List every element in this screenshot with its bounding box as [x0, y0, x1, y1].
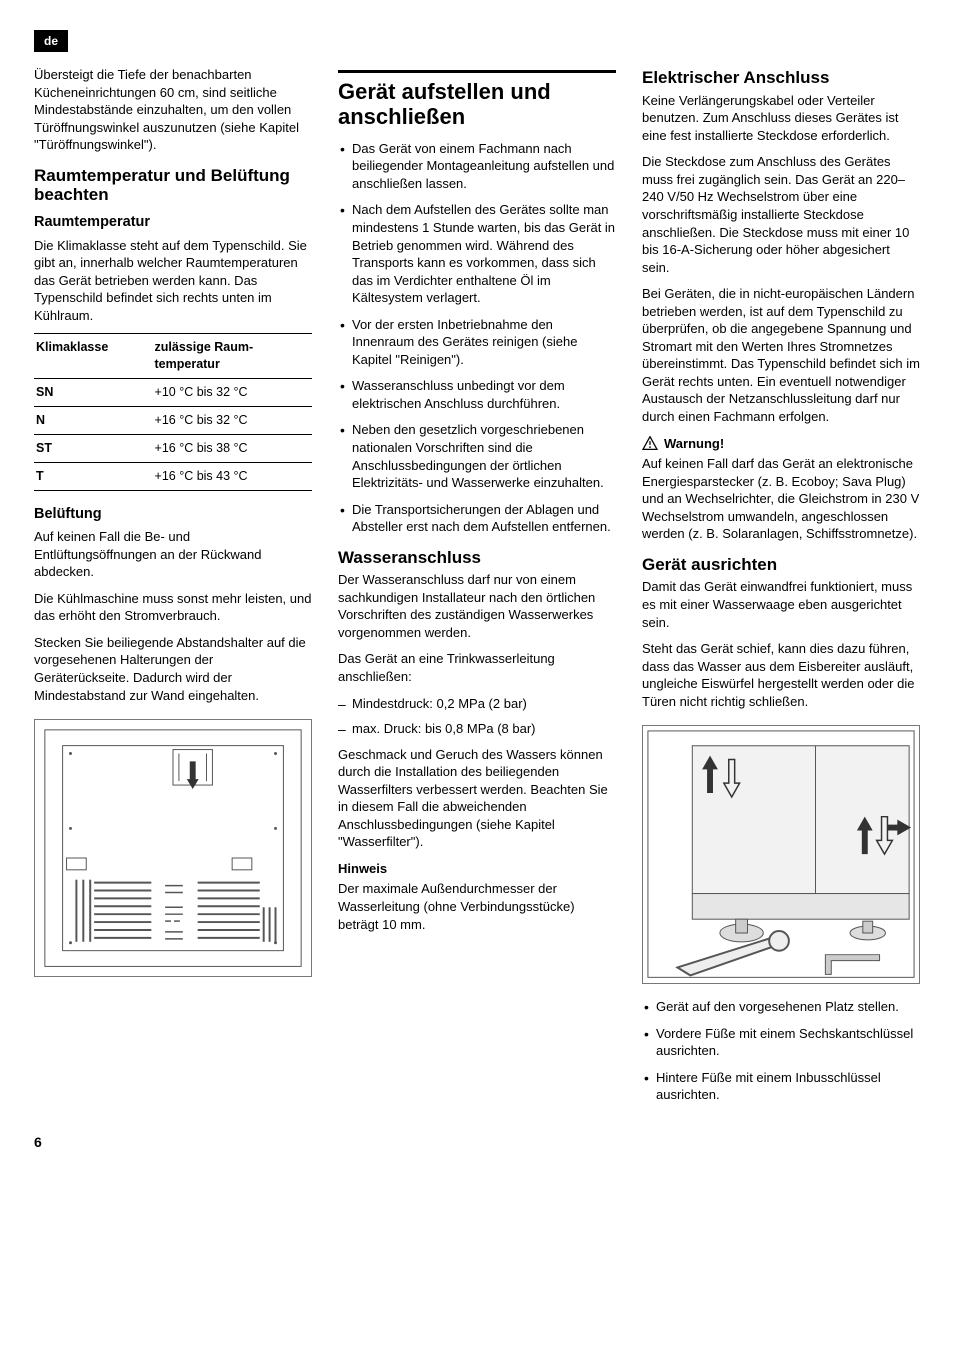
- warning-row: Warnung!: [642, 435, 920, 453]
- main-heading: Gerät aufstellen und anschließen: [338, 70, 616, 130]
- warning-label: Warnung!: [664, 435, 724, 453]
- table-header-2: zulässige Raum- temperatur: [153, 334, 312, 379]
- note-label: Hinweis: [338, 860, 616, 878]
- heading-raumtemp: Raumtemperatur und Belüftung beachten: [34, 166, 312, 205]
- heading-ausrichten: Gerät ausrichten: [642, 555, 920, 575]
- vent-p3: Stecken Sie beiliegende Abstandshalter a…: [34, 634, 312, 704]
- vent-p2: Die Kühlmaschine muss sonst mehr leisten…: [34, 590, 312, 625]
- subheading-belueftung: Belüftung: [34, 505, 312, 525]
- subheading-raumtemp: Raumtemperatur: [34, 213, 312, 233]
- setup-list: Das Gerät von einem Fachmann nach beilie…: [338, 140, 616, 536]
- list-item: Hintere Füße mit einem Inbusschlüssel au…: [642, 1069, 920, 1104]
- list-item: Nach dem Aufstellen des Gerätes sollte m…: [338, 201, 616, 306]
- align-p1: Damit das Gerät einwandfrei funktioniert…: [642, 578, 920, 631]
- table-row: ST+16 °C bis 38 °C: [34, 434, 312, 462]
- heading-elektrisch: Elektrischer Anschluss: [642, 68, 920, 88]
- list-item: Neben den gesetzlich vorgeschriebenen na…: [338, 421, 616, 491]
- intro-para: Übersteigt die Tiefe der benachbarten Kü…: [34, 66, 312, 154]
- klimaklasse-table: Klimaklasse zulässige Raum- temperatur S…: [34, 333, 312, 490]
- align-p2: Steht das Gerät schief, kann dies dazu f…: [642, 640, 920, 710]
- language-tag: de: [34, 30, 68, 52]
- elec-p2: Die Steckdose zum Anschluss des Gerätes …: [642, 153, 920, 276]
- elec-p3: Bei Geräten, die in nicht-europäischen L…: [642, 285, 920, 425]
- list-item: Wasseranschluss unbedingt vor dem elektr…: [338, 377, 616, 412]
- warning-icon: [642, 436, 658, 450]
- heading-wasser: Wasseranschluss: [338, 548, 616, 568]
- list-item: Vor der ersten Inbetriebnahme den Innenr…: [338, 316, 616, 369]
- list-item: max. Druck: bis 0,8 MPa (8 bar): [338, 720, 616, 738]
- table-header-1: Klimaklasse: [34, 334, 153, 379]
- raumtemp-para: Die Klimaklasse steht auf dem Typenschil…: [34, 237, 312, 325]
- list-item: Die Transportsicherungen der Ablagen und…: [338, 501, 616, 536]
- table-row: N+16 °C bis 32 °C: [34, 406, 312, 434]
- column-3: Elektrischer Anschluss Keine Verlängerun…: [642, 66, 920, 1113]
- water-p2: Das Gerät an eine Trinkwasserleitung ans…: [338, 650, 616, 685]
- pressure-list: Mindestdruck: 0,2 MPa (2 bar) max. Druck…: [338, 695, 616, 738]
- column-1: Übersteigt die Tiefe der benachbarten Kü…: [34, 66, 312, 1113]
- list-item: Das Gerät von einem Fachmann nach beilie…: [338, 140, 616, 193]
- warning-para: Auf keinen Fall darf das Gerät an elektr…: [642, 455, 920, 543]
- column-2: Gerät aufstellen und anschließen Das Ger…: [338, 66, 616, 1113]
- list-item: Vordere Füße mit einem Sechskantschlüsse…: [642, 1025, 920, 1060]
- rear-panel-diagram: [34, 719, 312, 977]
- content-columns: Übersteigt die Tiefe der benachbarten Kü…: [34, 66, 920, 1113]
- vent-p1: Auf keinen Fall die Be- und Entlüftungsö…: [34, 528, 312, 581]
- water-p4: Der maximale Außendurchmesser der Wasser…: [338, 880, 616, 933]
- leveling-diagram: [642, 725, 920, 983]
- water-p1: Der Wasseranschluss darf nur von einem s…: [338, 571, 616, 641]
- elec-p1: Keine Verlängerungskabel oder Verteiler …: [642, 92, 920, 145]
- water-p3: Geschmack und Geruch des Wassers können …: [338, 746, 616, 851]
- page-number: 6: [34, 1133, 920, 1152]
- list-item: Mindestdruck: 0,2 MPa (2 bar): [338, 695, 616, 713]
- align-list: Gerät auf den vorgesehenen Platz stellen…: [642, 998, 920, 1104]
- list-item: Gerät auf den vorgesehenen Platz stellen…: [642, 998, 920, 1016]
- table-row: T+16 °C bis 43 °C: [34, 462, 312, 490]
- table-row: SN+10 °C bis 32 °C: [34, 379, 312, 407]
